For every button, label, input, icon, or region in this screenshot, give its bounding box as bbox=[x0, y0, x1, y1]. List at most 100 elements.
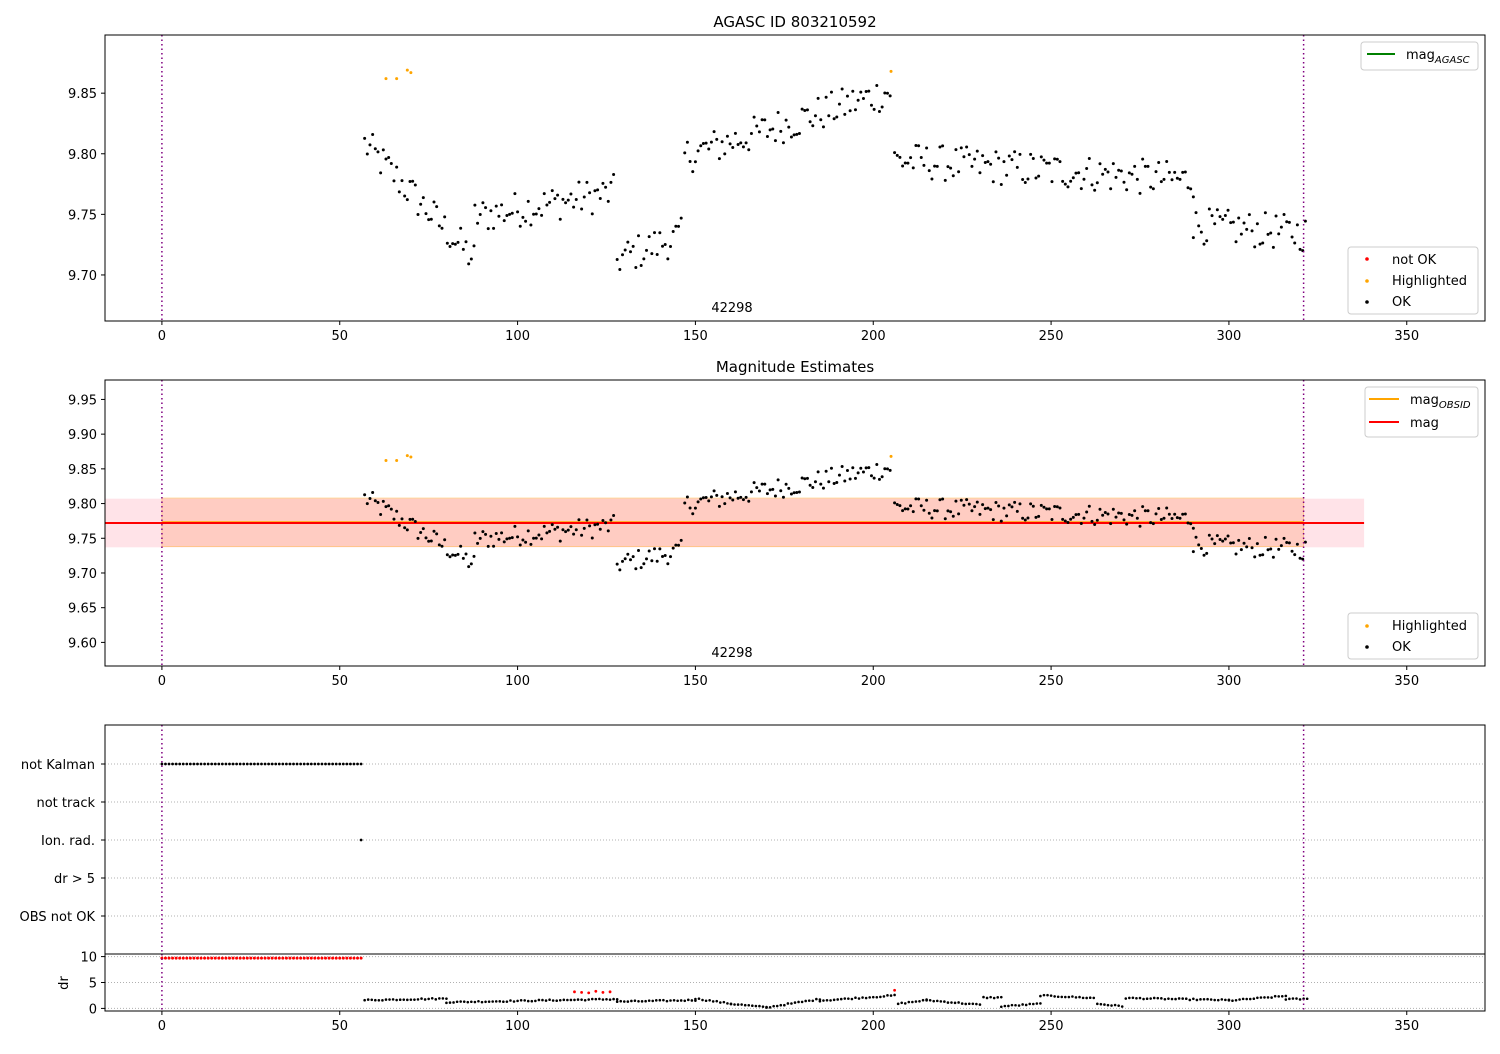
dr-notok-point bbox=[267, 956, 271, 960]
ok-point bbox=[548, 529, 552, 533]
dr-notok-point bbox=[341, 956, 345, 960]
not-kalman-point bbox=[341, 762, 345, 766]
ok-point bbox=[598, 527, 602, 531]
ok-point bbox=[1205, 551, 1209, 555]
not-kalman-point bbox=[192, 762, 196, 766]
ok-point bbox=[875, 83, 879, 87]
dr-ok-point bbox=[900, 1001, 904, 1005]
ok-point bbox=[957, 512, 961, 516]
ok-point bbox=[1037, 514, 1041, 518]
p4-points bbox=[160, 956, 1309, 1009]
p1-frame bbox=[104, 34, 1486, 322]
xtick-label: 300 bbox=[1217, 674, 1242, 689]
ok-point bbox=[1207, 207, 1211, 211]
ok-point bbox=[440, 544, 444, 548]
ok-point bbox=[1066, 185, 1070, 189]
ok-point bbox=[424, 212, 428, 216]
ok-point bbox=[1143, 509, 1147, 513]
dr-ok-point bbox=[523, 999, 526, 1002]
ok-point bbox=[707, 499, 711, 503]
ok-point bbox=[663, 242, 667, 246]
dr-ok-point bbox=[1170, 997, 1174, 1001]
dr-ok-point bbox=[1256, 996, 1259, 1000]
dr-ok-point bbox=[1295, 997, 1298, 1000]
ok-point bbox=[1077, 512, 1081, 516]
ok-point bbox=[1103, 511, 1107, 515]
ok-point bbox=[1298, 247, 1302, 251]
flag-label: not track bbox=[36, 796, 95, 811]
dr-ok-point bbox=[558, 999, 562, 1002]
ok-point bbox=[1173, 512, 1177, 516]
ok-point bbox=[1151, 187, 1155, 191]
dr-ok-point bbox=[658, 998, 662, 1002]
ok-point bbox=[938, 145, 942, 149]
flag-label: OBS not OK bbox=[20, 910, 96, 925]
dr-notok-point bbox=[213, 956, 217, 960]
ok-point bbox=[1234, 552, 1238, 556]
ok-point bbox=[1045, 507, 1049, 511]
ok-point bbox=[1034, 515, 1038, 519]
dr-ok-point bbox=[790, 1002, 793, 1005]
ok-point bbox=[553, 527, 557, 531]
ok-point bbox=[429, 217, 433, 221]
ok-point bbox=[930, 177, 934, 181]
ok-point bbox=[658, 547, 662, 551]
ok-point bbox=[1277, 232, 1281, 236]
p2-legend-highlighted-marker bbox=[1365, 624, 1369, 628]
ok-point bbox=[469, 257, 473, 261]
dr-notok-point bbox=[252, 956, 256, 960]
ok-point bbox=[1053, 504, 1057, 508]
not-kalman-point bbox=[260, 762, 263, 766]
dr-ok-point bbox=[1064, 995, 1067, 999]
dr-ok-point bbox=[487, 1000, 491, 1003]
ok-point bbox=[445, 241, 449, 245]
ok-point bbox=[639, 264, 643, 268]
ok-point bbox=[851, 466, 855, 470]
panel-magnitude-estimates: 0 50 100 150 200 250 300 350 9.609.659.709.759.… bbox=[68, 358, 1486, 689]
ok-point bbox=[840, 87, 844, 91]
ytick-label: 9.65 bbox=[68, 602, 97, 617]
ok-point bbox=[832, 117, 836, 121]
dr-ok-point bbox=[740, 1003, 743, 1006]
ytick-label: 9.75 bbox=[68, 532, 97, 547]
ok-point bbox=[967, 502, 971, 506]
dr-ok-point bbox=[384, 998, 388, 1001]
ok-point bbox=[885, 467, 889, 471]
not-kalman-point bbox=[352, 762, 356, 766]
ok-point bbox=[1039, 503, 1043, 507]
not-kalman-point bbox=[242, 762, 246, 766]
ok-point bbox=[983, 507, 987, 511]
dr-ok-point bbox=[832, 998, 836, 1002]
ok-point bbox=[861, 97, 865, 101]
dr-ok-point bbox=[928, 998, 932, 1002]
ok-point bbox=[674, 224, 678, 228]
not-kalman-point bbox=[171, 762, 174, 766]
ok-point bbox=[715, 137, 719, 141]
ok-point bbox=[835, 481, 839, 485]
ok-point bbox=[478, 213, 482, 217]
dr-ok-point bbox=[644, 999, 647, 1003]
ok-point bbox=[1237, 538, 1241, 542]
ok-point bbox=[1221, 217, 1225, 221]
ok-point bbox=[1010, 158, 1014, 162]
ok-point bbox=[421, 527, 425, 531]
ok-point bbox=[1015, 165, 1019, 169]
ok-point bbox=[577, 180, 581, 184]
ok-point bbox=[1282, 213, 1286, 217]
dr-ok-point bbox=[864, 996, 868, 1000]
ok-point bbox=[837, 473, 841, 477]
ok-point bbox=[1149, 185, 1153, 189]
ok-point bbox=[911, 166, 915, 170]
p3-flag-labels: not Kalman not track Ion. rad. dr > 5 OBS no… bbox=[20, 758, 96, 925]
dr-notok-point bbox=[185, 956, 189, 960]
ok-point bbox=[448, 245, 452, 249]
dr-ok-point bbox=[943, 1000, 946, 1003]
ok-point bbox=[925, 498, 929, 502]
ok-point bbox=[1053, 157, 1057, 161]
ok-point bbox=[683, 501, 687, 505]
ok-point bbox=[1029, 502, 1033, 506]
ok-point bbox=[510, 211, 514, 215]
ok-point bbox=[733, 131, 737, 135]
dr-ok-point bbox=[512, 1000, 516, 1003]
dr-ok-point bbox=[1305, 997, 1309, 1001]
